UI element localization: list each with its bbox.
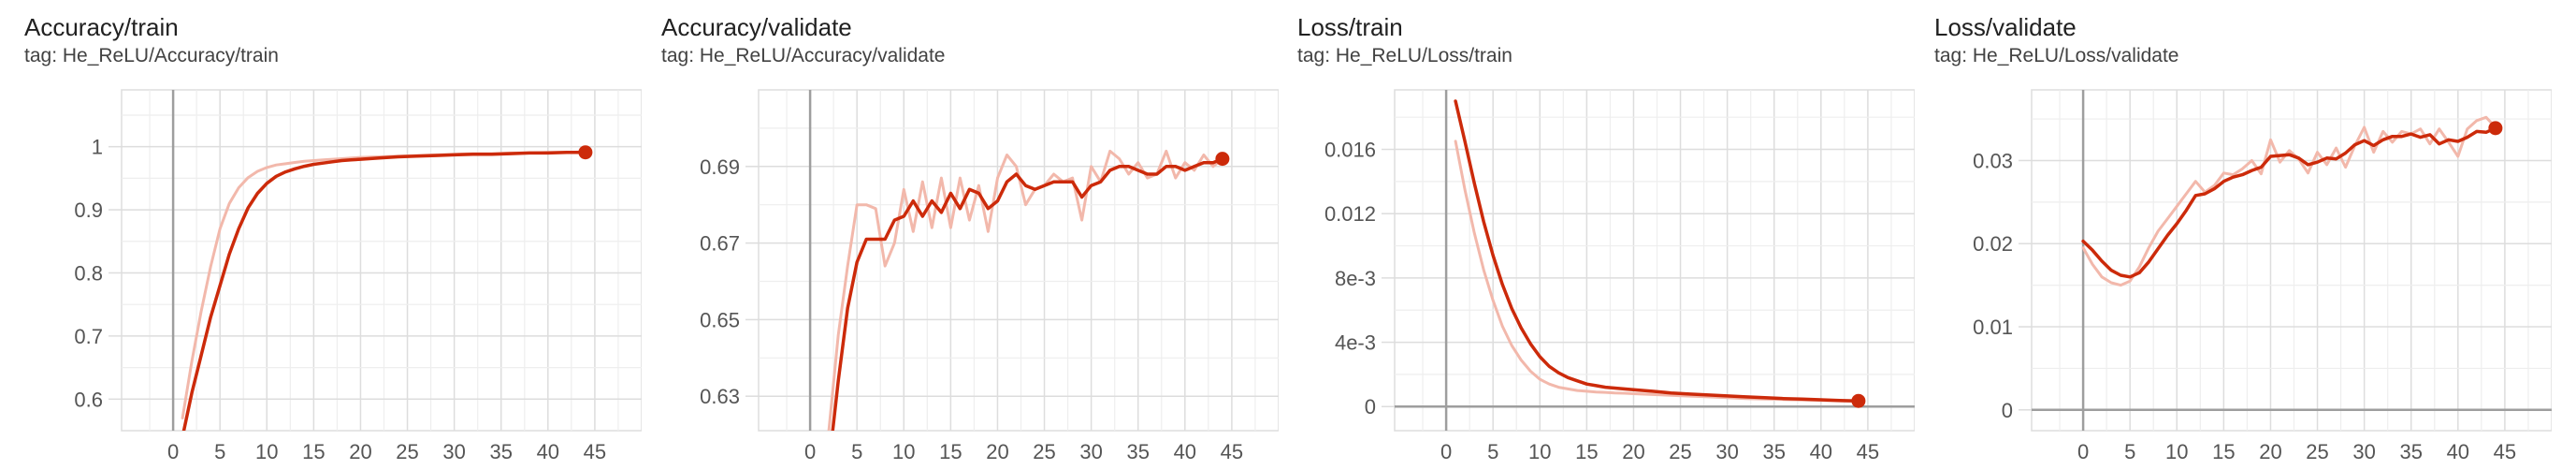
x-tick-label: 30: [442, 440, 465, 463]
x-tick-label: 45: [1221, 440, 1243, 463]
last-point-marker[interactable]: [2488, 121, 2502, 135]
x-tick-label: 35: [1762, 440, 1785, 463]
x-tick-label: 15: [1575, 440, 1598, 463]
x-tick-label: 0: [167, 440, 179, 463]
x-tick-label: 45: [1857, 440, 1879, 463]
x-tick-label: 0: [1440, 440, 1452, 463]
x-tick-label: 5: [851, 440, 862, 463]
x-tick-label: 40: [1810, 440, 1832, 463]
y-tick-label: 0.016: [1324, 139, 1376, 162]
y-tick-label: 0: [1365, 395, 1376, 419]
y-tick-label: 0: [2002, 399, 2013, 422]
y-tick-label: 0.012: [1324, 202, 1376, 226]
x-tick-label: 20: [2259, 440, 2281, 463]
chart-panel-3: Loss/validate tag: He_ReLU/Loss/validate 0…: [1934, 0, 2552, 470]
y-tick-label: 0.02: [1973, 232, 2013, 256]
raw-series-line: [829, 151, 1223, 431]
raw-series-line: [2083, 117, 2496, 285]
plot-frame: [122, 90, 642, 431]
x-tick-label: 15: [302, 440, 325, 463]
x-tick-label: 40: [2447, 440, 2469, 463]
x-tick-label: 35: [1126, 440, 1149, 463]
x-tick-label: 35: [489, 440, 512, 463]
x-tick-label: 20: [1622, 440, 1644, 463]
y-tick-label: 0.8: [74, 261, 103, 285]
chart-panel-2: Loss/train tag: He_ReLU/Loss/train 0 5 10 15 2…: [1297, 0, 1915, 470]
plot-frame: [1395, 90, 1915, 431]
plot-frame: [759, 90, 1279, 431]
x-tick-label: 20: [986, 440, 1008, 463]
y-tick-label: 4e-3: [1335, 331, 1376, 355]
series-raw: [829, 151, 1223, 431]
x-tick-label: 0: [2077, 440, 2089, 463]
y-tick-label: 0.65: [700, 308, 740, 331]
x-tick-label: 10: [2165, 440, 2188, 463]
y-tick-label: 0.01: [1973, 316, 2013, 339]
x-tick-label: 35: [2399, 440, 2422, 463]
x-tick-label: 25: [1669, 440, 1691, 463]
x-tick-label: 5: [2124, 440, 2135, 463]
x-tick-label: 40: [1174, 440, 1196, 463]
x-tick-label: 45: [2494, 440, 2516, 463]
x-tick-label: 25: [396, 440, 418, 463]
last-point-marker[interactable]: [1851, 394, 1865, 408]
x-tick-label: 25: [1033, 440, 1055, 463]
last-point-marker[interactable]: [578, 145, 592, 159]
y-tick-label: 0.63: [700, 385, 740, 408]
x-tick-label: 45: [584, 440, 606, 463]
y-tick-label: 1: [92, 136, 103, 159]
chart-svg[interactable]: 0 5 10 15 20 25 30 35 40 45 0 4e-3 8e-3 0.012 0.016: [1297, 0, 1915, 470]
series-raw: [2083, 117, 2496, 285]
x-tick-label: 0: [804, 440, 816, 463]
x-tick-label: 15: [939, 440, 962, 463]
y-tick-label: 0.7: [74, 325, 103, 348]
chart-svg[interactable]: 0 5 10 15 20 25 30 35 40 45 0.6 0.7 0.8 0.9 1: [24, 0, 642, 470]
plot-frame: [2032, 90, 2552, 431]
x-tick-label: 30: [1715, 440, 1738, 463]
y-tick-label: 0.03: [1973, 149, 2013, 172]
last-point-marker[interactable]: [1215, 152, 1229, 166]
x-tick-label: 10: [1528, 440, 1551, 463]
chart-panel-1: Accuracy/validate tag: He_ReLU/Accuracy/v…: [661, 0, 1279, 470]
x-tick-label: 15: [2212, 440, 2235, 463]
x-tick-label: 5: [1487, 440, 1498, 463]
x-tick-label: 30: [2352, 440, 2375, 463]
y-tick-label: 0.69: [700, 155, 740, 179]
y-tick-label: 0.67: [700, 232, 740, 256]
y-tick-label: 0.9: [74, 198, 103, 222]
x-tick-label: 10: [892, 440, 915, 463]
x-tick-label: 5: [214, 440, 225, 463]
x-tick-label: 20: [349, 440, 371, 463]
x-tick-label: 40: [537, 440, 559, 463]
chart-svg[interactable]: 0 5 10 15 20 25 30 35 40 45 0.63 0.65 0.67 0.69: [661, 0, 1279, 470]
y-tick-label: 0.6: [74, 388, 103, 411]
x-tick-label: 25: [2306, 440, 2328, 463]
y-tick-label: 8e-3: [1335, 267, 1376, 290]
x-tick-label: 10: [255, 440, 278, 463]
chart-panel-0: Accuracy/train tag: He_ReLU/Accuracy/trai…: [24, 0, 642, 470]
chart-svg[interactable]: 0 5 10 15 20 25 30 35 40 45 0 0.01 0.02 0.03: [1934, 0, 2552, 470]
x-tick-label: 30: [1079, 440, 1102, 463]
